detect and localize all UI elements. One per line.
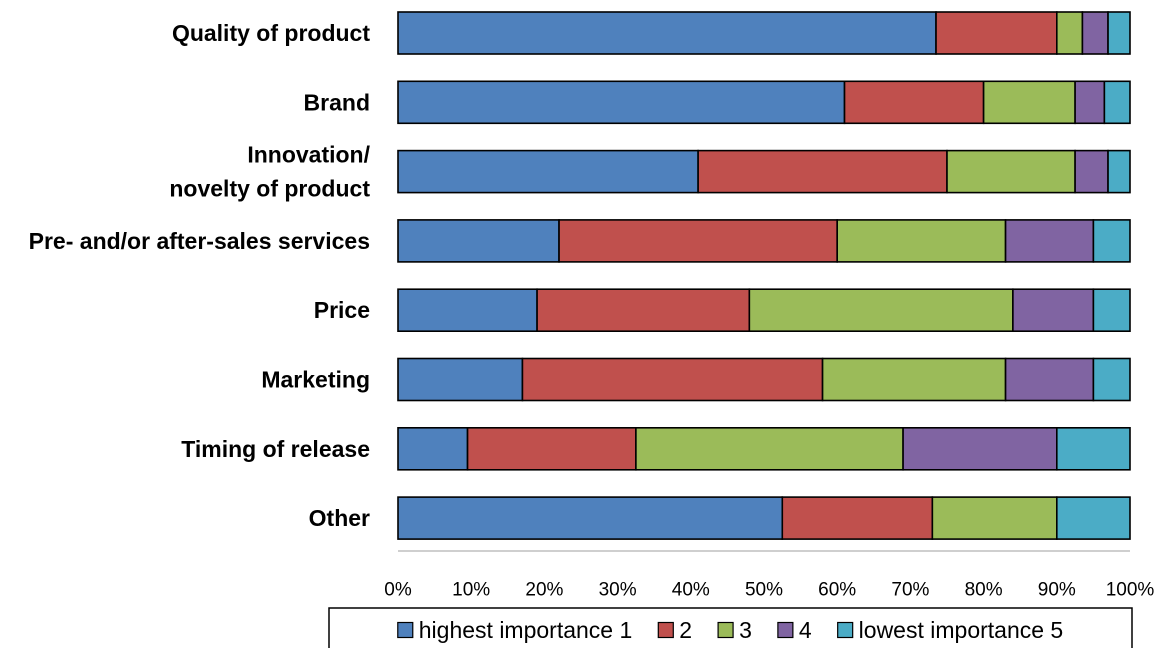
bar-segment — [1092, 219, 1131, 263]
bar-segment — [1092, 288, 1131, 333]
x-tick-label: 20% — [525, 580, 563, 601]
bar-segment — [902, 426, 1058, 471]
bar-segment — [1056, 496, 1131, 540]
bar-segment — [397, 149, 699, 194]
bar-segment — [1004, 219, 1095, 263]
category-label: Marketing — [261, 367, 370, 393]
x-tick-label: 30% — [599, 580, 637, 601]
bar-segment — [521, 357, 824, 402]
bar-segment — [697, 149, 948, 194]
category-label: Brand — [304, 89, 370, 115]
bar-segment — [781, 496, 934, 540]
x-tick-label: 0% — [384, 580, 412, 601]
bar-segment — [935, 11, 1058, 55]
bar-segment — [1012, 288, 1095, 333]
bar-segment — [1107, 149, 1131, 194]
bar-segment — [397, 219, 560, 263]
bar-segment — [635, 426, 904, 471]
bar-segment — [946, 149, 1076, 194]
bar-segment — [748, 288, 1014, 333]
bars-layer — [397, 11, 1131, 540]
legend-swatch — [717, 621, 734, 639]
bar-segment — [1092, 357, 1131, 402]
bar-segment — [397, 357, 524, 402]
x-tick-label: 60% — [818, 580, 856, 601]
legend-label: 4 — [799, 617, 812, 643]
legend: highest importance 1 2 3 4 lowest importance… — [328, 607, 1133, 648]
x-tick-label: 70% — [891, 580, 929, 601]
category-label: Innovation/novelty of product — [169, 142, 370, 202]
legend-label: 3 — [739, 617, 752, 643]
bar-segment — [397, 426, 469, 471]
bar-segment — [1056, 11, 1084, 55]
bar-segment — [1074, 149, 1109, 194]
x-tick-label: 80% — [965, 580, 1003, 601]
bar-segment — [536, 288, 751, 333]
x-tick-label: 10% — [452, 580, 490, 601]
legend-swatch — [657, 621, 674, 639]
bar-segment — [1056, 426, 1131, 471]
bar-segment — [466, 426, 637, 471]
x-axis: 0% 10% 20% 30% 40% 50% 60% 70% 80% 90% 100% — [384, 550, 1155, 601]
bar-segment — [1074, 80, 1106, 125]
bar-segment — [1107, 11, 1131, 55]
bar-segment — [397, 80, 846, 125]
bar-segment — [558, 219, 838, 263]
legend-label: highest importance 1 — [419, 617, 633, 643]
bar-segment — [836, 219, 1007, 263]
legend-swatch — [397, 621, 414, 639]
category-label: Price — [314, 297, 370, 323]
legend-label: lowest importance 5 — [859, 617, 1064, 643]
legend-label: 2 — [679, 617, 692, 643]
x-tick-label: 40% — [672, 580, 710, 601]
category-label: Timing of release — [181, 436, 370, 462]
bar-segment — [982, 80, 1076, 125]
bar-segment — [843, 80, 985, 125]
legend-swatch — [777, 621, 794, 639]
legend-swatch — [837, 621, 854, 639]
category-label: Other — [309, 505, 370, 531]
category-label: Pre- and/or after-sales services — [29, 228, 370, 254]
bar-segment — [397, 11, 937, 55]
category-labels: Quality of product Brand Innovation/novelt… — [29, 20, 371, 531]
x-tick-label: 50% — [745, 580, 783, 601]
bar-segment — [1103, 80, 1131, 125]
bar-segment — [931, 496, 1058, 540]
category-label: Quality of product — [172, 20, 370, 46]
bar-segment — [397, 288, 538, 333]
bar-segment — [821, 357, 1007, 402]
x-tick-label: 100% — [1106, 580, 1155, 601]
bar-segment — [1004, 357, 1095, 402]
bar-segment — [1081, 11, 1109, 55]
bar-segment — [397, 496, 784, 540]
x-tick-label: 90% — [1038, 580, 1076, 601]
